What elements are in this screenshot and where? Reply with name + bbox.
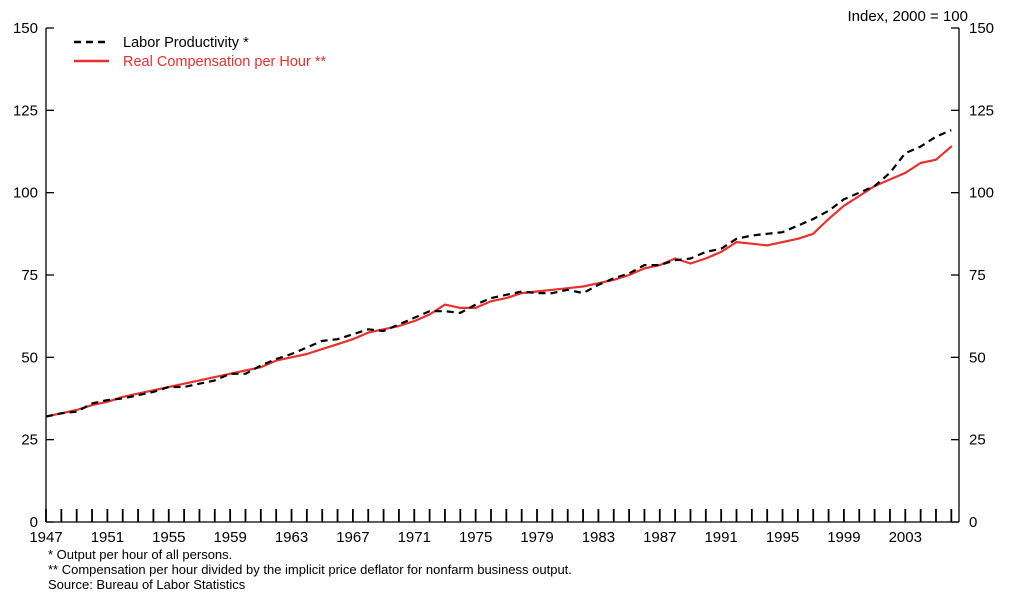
source-note: Source: Bureau of Labor Statistics — [48, 577, 246, 592]
y-tick-label-right: 25 — [969, 432, 986, 449]
x-tick-label: 1967 — [336, 529, 369, 546]
right-y-axis-labels: 0 25 50 75 100 125 150 — [969, 20, 994, 531]
x-tick-label: 1979 — [520, 529, 553, 546]
y-tick-label-right: 100 — [969, 185, 994, 202]
footnote-productivity: * Output per hour of all persons. — [48, 547, 232, 562]
y-tick-label-left: 75 — [21, 267, 38, 284]
y-tick-label-left: 0 — [30, 514, 38, 531]
y-tick-label-right: 50 — [969, 349, 986, 366]
footnote-compensation: ** Compensation per hour divided by the … — [48, 562, 572, 577]
x-tick-label: 1947 — [29, 529, 62, 546]
units-label: Index, 2000 = 100 — [847, 8, 968, 25]
y-tick-label-right: 75 — [969, 267, 986, 284]
x-tick-label: 1963 — [275, 529, 308, 546]
y-tick-label-right: 0 — [969, 514, 977, 531]
left-y-axis-labels: 0 25 50 75 100 125 150 — [13, 20, 38, 531]
y-tick-label-left: 125 — [13, 102, 38, 119]
x-tick-label: 1995 — [766, 529, 799, 546]
legend: Labor Productivity * Real Compensation p… — [74, 35, 326, 70]
x-axis-labels: 1947 1951 1955 1959 1963 1967 1971 1975 1979 1983… — [29, 529, 922, 546]
x-tick-label: 1971 — [398, 529, 431, 546]
x-tick-label: 1959 — [213, 529, 246, 546]
x-tick-label: 2003 — [889, 529, 922, 546]
y-tick-label-right: 150 — [969, 20, 994, 37]
x-tick-label: 1951 — [91, 529, 124, 546]
legend-label-real-compensation: Real Compensation per Hour ** — [123, 54, 326, 70]
x-tick-label: 1991 — [704, 529, 737, 546]
y-tick-label-left: 25 — [21, 432, 38, 449]
legend-label-labor-productivity: Labor Productivity * — [123, 35, 249, 51]
series-layer — [44, 129, 953, 418]
x-tick-label: 1987 — [643, 529, 676, 546]
y-tick-label-left: 100 — [13, 185, 38, 202]
y-tick-label-left: 50 — [21, 349, 38, 366]
y-tick-label-right: 125 — [969, 102, 994, 119]
x-axis-ticks — [45, 509, 953, 522]
series-line-real-compensation — [44, 145, 953, 418]
x-tick-label: 1999 — [827, 529, 860, 546]
chart-axes — [45, 27, 960, 523]
x-tick-label: 1955 — [152, 529, 185, 546]
y-tick-label-left: 150 — [13, 20, 38, 37]
series-line-labor-productivity — [45, 129, 952, 418]
x-tick-label: 1975 — [459, 529, 492, 546]
x-tick-label: 1983 — [582, 529, 615, 546]
